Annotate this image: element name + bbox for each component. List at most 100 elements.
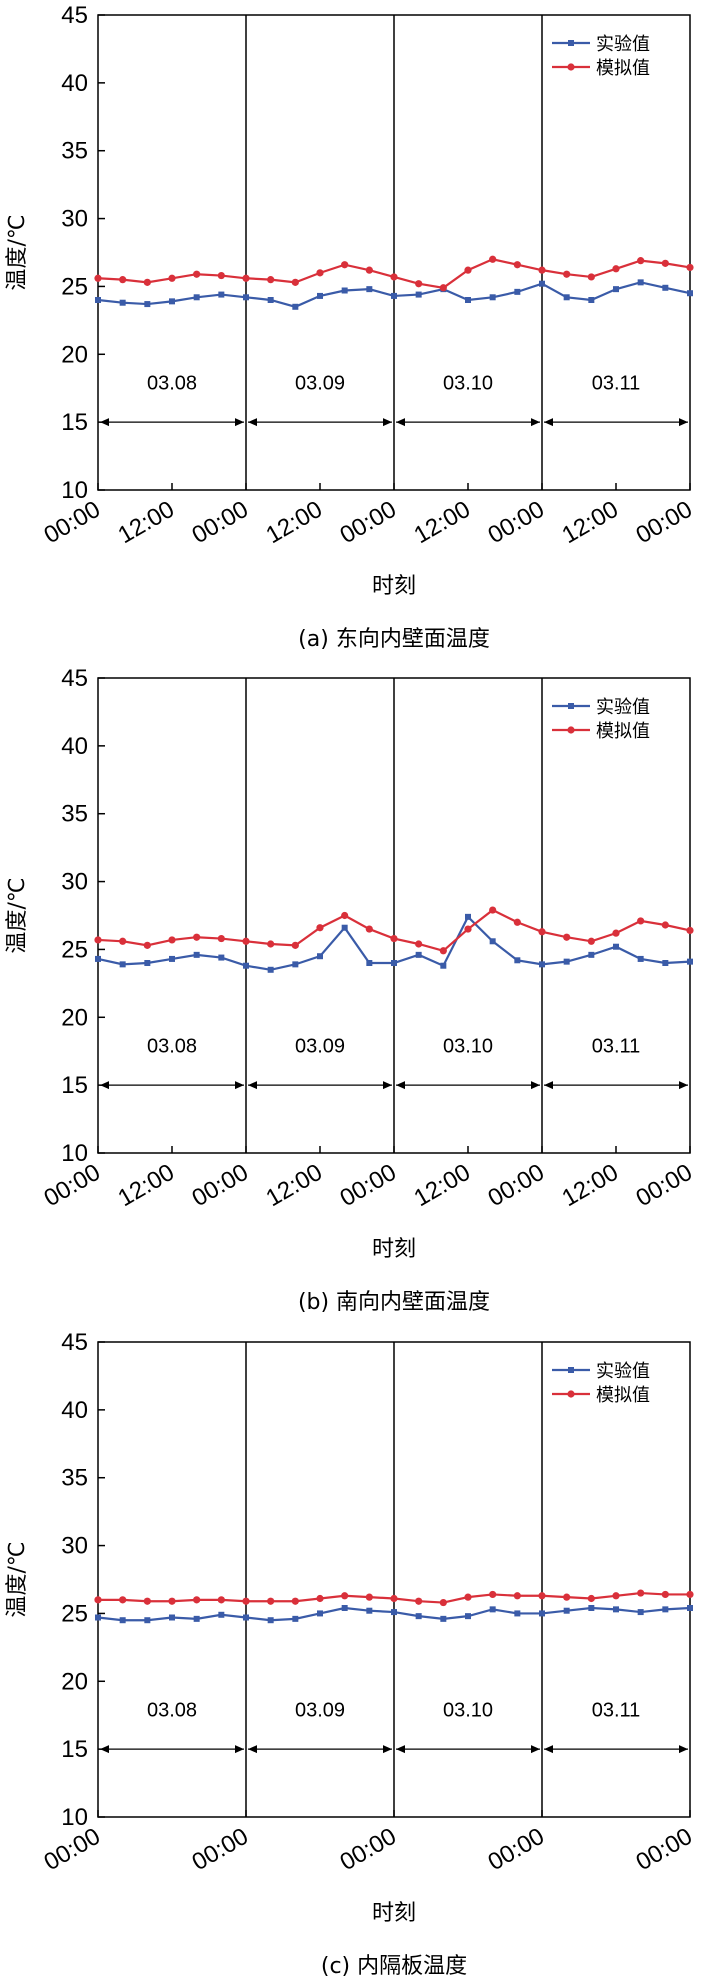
data-point-experiment [366,1607,373,1614]
y-tick-label: 15 [61,1736,88,1763]
data-point-simulation [291,941,299,949]
data-point-simulation [217,1596,225,1604]
data-point-experiment [119,1617,126,1624]
data-point-experiment [440,1615,447,1622]
data-point-experiment [243,1614,249,1621]
data-point-simulation [439,1598,447,1607]
day-label: 03.09 [295,1700,345,1722]
y-tick-label: 40 [61,733,88,760]
arrow-head-right [679,1081,688,1090]
x-tick-label: 00:00 [335,496,401,549]
data-point-simulation [464,266,472,274]
data-point-simulation [489,906,497,914]
data-point-experiment [563,294,570,301]
day-label: 03.08 [147,1700,197,1722]
data-point-simulation [686,1590,694,1599]
data-point-experiment [588,297,595,303]
data-point-simulation [94,1596,102,1604]
data-point-simulation [513,261,521,269]
data-point-simulation [365,925,373,933]
x-axis-label: 时刻 [372,1901,416,1926]
y-tick-label: 25 [61,273,88,300]
day-label: 03.08 [147,1036,197,1058]
arrow-head-right [235,1745,244,1754]
data-point-simulation [563,1593,571,1601]
x-tick-label: 12:00 [113,496,179,549]
data-point-experiment [218,1611,225,1618]
x-tick-label: 00:00 [483,1159,549,1212]
panel-caption: (b) 南向内壁面温度 [298,1290,490,1315]
data-point-experiment [588,951,595,958]
data-point-simulation [587,937,595,945]
data-point-simulation [242,937,250,945]
arrow-head-left [544,1745,553,1754]
x-axis-label: 时刻 [372,574,416,599]
x-tick-label: 00:00 [335,1823,401,1876]
data-point-experiment [613,943,619,950]
data-point-experiment [119,299,126,306]
arrow-head-right [531,1745,540,1754]
data-point-experiment [415,951,422,958]
data-point-simulation [390,934,398,943]
data-point-experiment [588,1605,595,1611]
y-tick-label: 35 [61,801,88,828]
data-point-experiment [243,294,249,301]
arrow-head-left [248,1745,257,1754]
data-point-simulation [563,933,571,941]
data-point-experiment [662,960,669,966]
data-point-experiment [465,913,471,920]
y-tick-label: 45 [61,2,88,29]
x-tick-label: 00:00 [483,1823,549,1876]
arrow-head-left [100,1745,109,1754]
day-label: 03.11 [592,1700,641,1722]
data-point-experiment [563,1607,570,1614]
data-point-experiment [662,284,669,291]
data-point-experiment [366,960,373,966]
arrow-head-left [544,1081,553,1090]
data-point-experiment [489,938,496,945]
x-tick-label: 12:00 [113,1159,179,1212]
data-point-simulation [341,1592,349,1600]
data-point-simulation [538,266,546,274]
data-point-simulation [242,1597,250,1605]
y-tick-label: 20 [61,1004,88,1031]
data-point-experiment [95,297,101,303]
y-tick-label: 10 [61,1140,88,1167]
arrow-head-left [248,418,257,427]
data-point-simulation [637,1589,645,1597]
x-tick-label: 00:00 [187,1823,253,1876]
data-point-simulation [341,911,349,920]
data-point-simulation [587,273,595,281]
data-point-simulation [587,1594,595,1603]
data-point-simulation [143,278,151,286]
data-point-simulation [119,1596,127,1604]
legend-marker-experiment [568,40,574,46]
arrow-head-right [679,1745,688,1754]
y-tick-label: 40 [61,1397,88,1424]
data-point-experiment [489,1606,496,1613]
data-point-simulation [612,929,620,937]
y-tick-label: 45 [61,665,88,692]
legend-marker-experiment [568,703,574,709]
data-point-experiment [391,1609,397,1616]
data-point-experiment [662,1606,669,1613]
data-point-experiment [193,1615,200,1622]
data-point-experiment [95,955,101,962]
data-point-experiment [169,955,175,962]
x-axis-label: 时刻 [372,1237,416,1262]
legend-label-experiment: 实验值 [596,1361,650,1382]
x-tick-label: 00:00 [631,496,697,549]
y-tick-label: 35 [61,1465,88,1492]
legend-label-experiment: 实验值 [596,697,650,718]
data-point-experiment [193,951,200,958]
data-point-simulation [94,936,102,944]
x-tick-label: 00:00 [187,496,253,549]
data-point-simulation [168,936,176,944]
y-tick-label: 25 [61,936,88,963]
data-point-experiment [391,292,397,299]
x-tick-label: 00:00 [335,1159,401,1212]
data-point-experiment [465,1613,471,1620]
y-tick-label: 15 [61,409,88,436]
data-point-experiment [144,301,151,308]
day-label: 03.10 [443,373,493,395]
